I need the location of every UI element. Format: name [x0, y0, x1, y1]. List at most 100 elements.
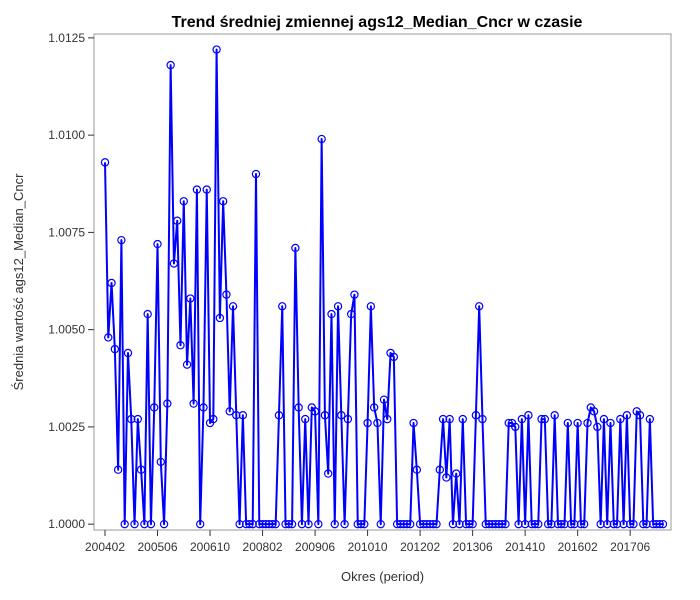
data-point — [143, 309, 152, 319]
data-point — [366, 302, 376, 311]
data-point — [140, 519, 149, 529]
data-point — [435, 465, 444, 474]
data-point — [248, 519, 257, 529]
x-tick-label: 200506 — [137, 540, 177, 554]
data-point — [133, 414, 143, 424]
data-point — [202, 185, 211, 194]
data-point — [409, 418, 418, 428]
y-tick-label: 1.0000 — [48, 517, 85, 531]
data-point — [189, 399, 198, 408]
data-point — [182, 360, 192, 369]
data-point — [599, 414, 609, 424]
data-point — [616, 414, 625, 424]
data-point — [297, 519, 307, 529]
data-point — [425, 519, 435, 529]
data-point — [389, 352, 399, 362]
data-point — [238, 411, 248, 420]
y-axis-label: Średnia wartość ags12_Median_Cncr — [11, 173, 26, 390]
data-point — [606, 418, 615, 428]
data-point — [268, 519, 277, 529]
data-point — [146, 519, 156, 529]
data-point — [537, 414, 546, 424]
data-point — [363, 418, 372, 428]
data-point — [222, 290, 231, 299]
data-point — [225, 407, 234, 416]
data-point — [376, 519, 385, 529]
data-point — [163, 399, 172, 408]
data-point — [173, 216, 182, 225]
data-point — [422, 519, 431, 529]
data-point — [550, 411, 559, 420]
data-point — [278, 302, 287, 311]
data-point — [478, 414, 487, 424]
data-point — [481, 519, 490, 529]
data-point — [346, 309, 356, 319]
data-point — [199, 403, 208, 412]
data-point — [501, 519, 510, 529]
data-point — [100, 158, 110, 167]
data-point — [563, 418, 573, 428]
data-point — [215, 313, 225, 323]
x-tick-label: 200610 — [190, 540, 230, 554]
data-point — [324, 469, 333, 478]
x-tick-label: 200906 — [295, 540, 335, 554]
data-point — [330, 519, 339, 529]
data-point — [415, 519, 425, 529]
data-point — [169, 259, 179, 268]
data-point — [448, 519, 458, 529]
data-point — [373, 418, 382, 428]
data-point — [511, 422, 520, 432]
data-point — [314, 519, 323, 529]
data-point — [504, 418, 513, 428]
x-tick-label: 201306 — [453, 540, 493, 554]
data-point — [294, 403, 303, 412]
data-point — [474, 302, 484, 311]
data-point — [622, 411, 632, 420]
data-point — [648, 519, 658, 529]
data-point — [271, 519, 280, 529]
data-point — [553, 519, 563, 529]
data-point — [350, 290, 359, 299]
data-point — [530, 519, 540, 529]
data-point — [524, 411, 533, 420]
data-point — [396, 519, 405, 529]
data-point — [520, 519, 530, 529]
data-point — [471, 411, 481, 420]
data-point — [301, 414, 310, 424]
data-point — [153, 239, 162, 249]
data-point — [212, 45, 221, 54]
data-point — [320, 411, 330, 420]
data-point — [186, 294, 195, 303]
data-point — [255, 519, 264, 529]
data-point — [406, 519, 415, 529]
data-point — [452, 469, 461, 478]
data-point — [625, 519, 635, 529]
data-point — [166, 60, 175, 70]
data-point — [264, 519, 274, 529]
data-point — [491, 519, 500, 529]
data-point — [104, 333, 113, 342]
y-tick-label: 1.0125 — [48, 31, 85, 45]
data-point — [534, 519, 543, 529]
data-point — [192, 185, 202, 194]
data-point — [566, 519, 576, 529]
data-point — [340, 519, 349, 529]
y-tick-label: 1.0100 — [48, 128, 85, 142]
y-tick-label: 1.0025 — [48, 420, 85, 434]
data-point — [127, 414, 136, 424]
data-point — [438, 414, 448, 424]
data-point — [281, 519, 290, 529]
data-point — [497, 519, 507, 529]
data-point — [360, 519, 369, 529]
data-point — [527, 519, 536, 529]
data-point — [333, 302, 343, 311]
x-tick-label: 200402 — [85, 540, 125, 554]
data-point — [580, 519, 589, 529]
data-point — [445, 414, 454, 424]
data-point — [442, 473, 451, 482]
data-point — [274, 411, 284, 420]
data-point — [609, 519, 618, 529]
data-point — [245, 519, 254, 529]
data-point — [343, 414, 353, 424]
